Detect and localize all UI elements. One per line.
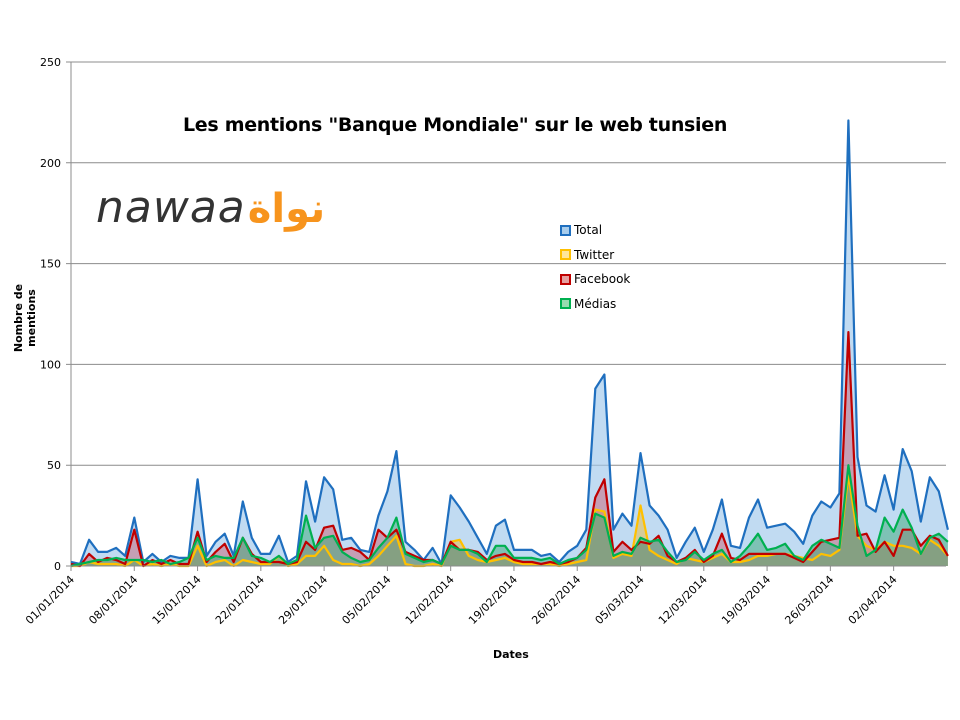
area-total bbox=[71, 120, 948, 566]
legend-swatch-medias bbox=[560, 298, 571, 310]
x-tick-label: 02/04/2014 bbox=[846, 573, 900, 627]
x-tick-label: 12/03/2014 bbox=[656, 573, 710, 627]
legend-swatch-total bbox=[560, 224, 571, 236]
nawaat-logo: nawaaنواة bbox=[96, 182, 325, 233]
logo-arabic: نواة bbox=[247, 186, 326, 232]
chart-title: Les mentions "Banque Mondiale" sur le we… bbox=[183, 114, 728, 136]
x-tick-label: 19/02/2014 bbox=[466, 573, 520, 627]
x-tick-label: 08/01/2014 bbox=[86, 573, 140, 627]
x-tick-label: 01/01/2014 bbox=[23, 573, 77, 627]
line-twitter bbox=[71, 474, 949, 568]
legend-swatch-twitter bbox=[560, 249, 571, 261]
x-tick-label: 05/02/2014 bbox=[339, 573, 393, 627]
legend-item-medias: Médias bbox=[560, 292, 630, 317]
y-tick-label: 0 bbox=[54, 560, 61, 573]
y-tick-label: 100 bbox=[40, 358, 61, 371]
legend: Total Twitter Facebook Médias bbox=[560, 218, 630, 316]
y-tick-label: 150 bbox=[40, 258, 61, 271]
line-facebook bbox=[70, 331, 949, 568]
x-tick-label: 15/01/2014 bbox=[150, 573, 204, 627]
y-tick-label: 250 bbox=[40, 56, 61, 69]
y-tick-label: 200 bbox=[40, 157, 61, 170]
logo-latin: nawaa bbox=[96, 182, 246, 233]
y-tick-label: 50 bbox=[47, 459, 61, 472]
line-médias bbox=[70, 464, 949, 568]
area-médias bbox=[71, 465, 948, 566]
line-total bbox=[70, 119, 949, 566]
x-tick-label: 12/02/2014 bbox=[403, 573, 457, 627]
y-axis-label: Nombre de mentions bbox=[12, 283, 38, 353]
x-tick-label: 05/03/2014 bbox=[593, 573, 647, 627]
legend-swatch-facebook bbox=[560, 273, 571, 285]
x-tick-label: 26/02/2014 bbox=[529, 573, 583, 627]
legend-item-twitter: Twitter bbox=[560, 243, 630, 268]
legend-item-facebook: Facebook bbox=[560, 267, 630, 292]
x-tick-label: 26/03/2014 bbox=[782, 573, 836, 627]
x-tick-label: 22/01/2014 bbox=[213, 573, 267, 627]
x-tick-label: 19/03/2014 bbox=[719, 573, 773, 627]
x-tick-label: 29/01/2014 bbox=[276, 573, 330, 627]
x-axis-label: Dates bbox=[493, 648, 529, 661]
legend-item-total: Total bbox=[560, 218, 630, 243]
